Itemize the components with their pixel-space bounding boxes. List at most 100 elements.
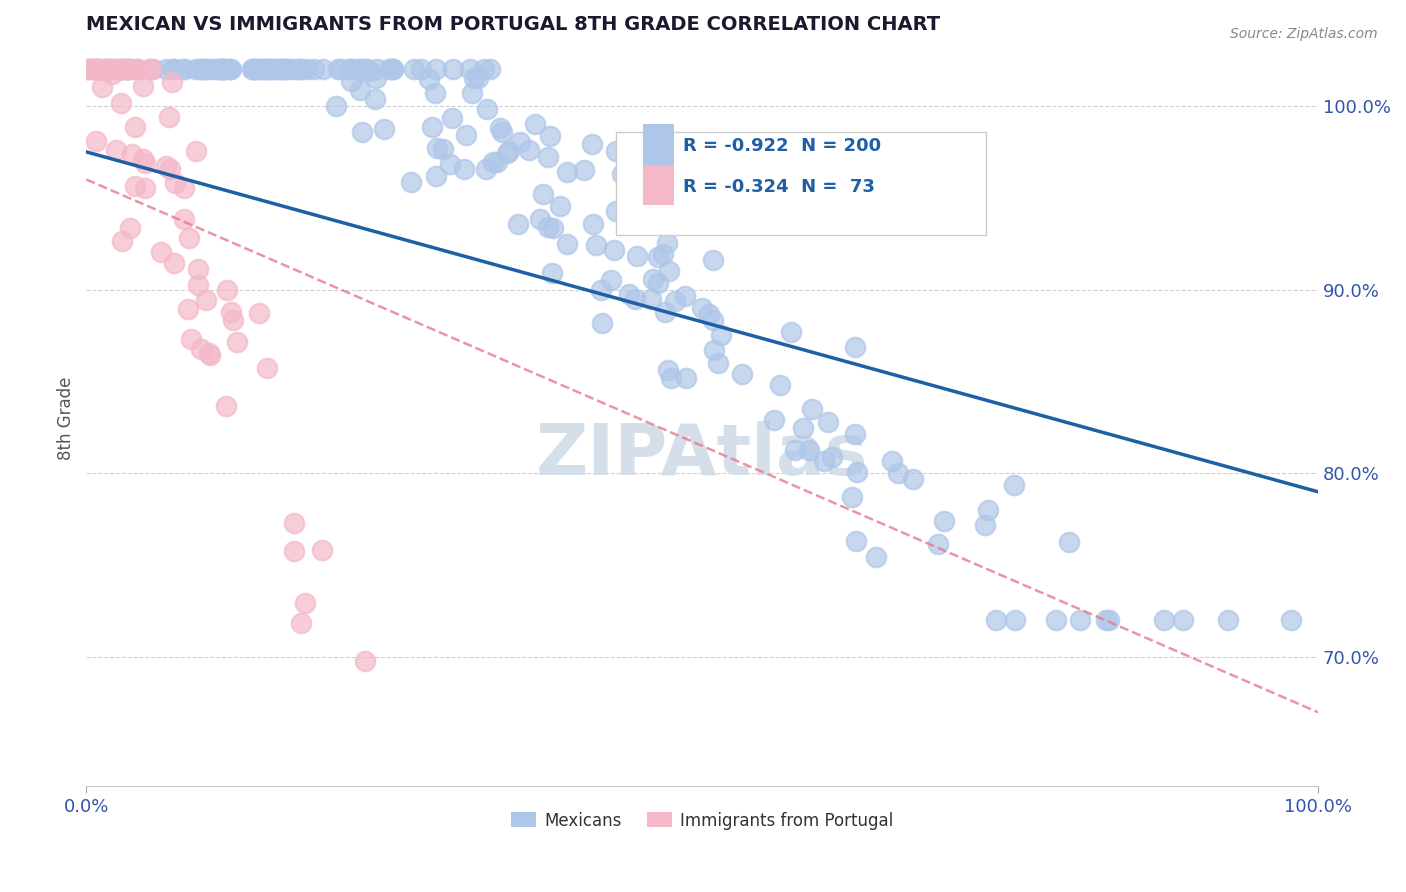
Point xyxy=(177,301,200,316)
Point xyxy=(489,121,512,136)
Point xyxy=(155,62,177,77)
Point xyxy=(276,62,298,77)
Point xyxy=(91,79,114,94)
Point xyxy=(247,306,270,320)
Point xyxy=(291,62,314,77)
Point xyxy=(89,62,111,77)
Point xyxy=(605,203,627,218)
Point xyxy=(170,62,193,77)
Point xyxy=(160,75,183,89)
Point xyxy=(402,62,425,77)
Point xyxy=(212,62,235,77)
Point xyxy=(382,62,405,77)
Point xyxy=(194,62,217,77)
Point xyxy=(976,502,998,516)
Point xyxy=(541,266,564,280)
Point xyxy=(343,62,366,77)
Point xyxy=(283,544,305,558)
Point xyxy=(420,120,443,134)
Point xyxy=(974,517,997,532)
Point xyxy=(1279,614,1302,628)
Point xyxy=(131,152,153,166)
Point xyxy=(710,327,733,342)
Point xyxy=(523,117,546,131)
Point xyxy=(472,62,495,77)
Point xyxy=(84,62,107,77)
Point xyxy=(215,399,238,413)
Point xyxy=(605,144,627,158)
Point xyxy=(654,304,676,318)
Point xyxy=(763,413,786,427)
Point xyxy=(256,361,278,376)
Point xyxy=(110,234,132,248)
Point xyxy=(817,415,839,429)
Point xyxy=(162,62,184,77)
FancyBboxPatch shape xyxy=(643,124,673,165)
Point xyxy=(664,293,686,308)
Point xyxy=(340,62,363,77)
Point xyxy=(339,62,361,77)
Text: ZIPAtlas: ZIPAtlas xyxy=(536,420,869,490)
Legend: Mexicans, Immigrants from Portugal: Mexicans, Immigrants from Portugal xyxy=(505,805,900,836)
Point xyxy=(326,62,349,77)
Point xyxy=(329,62,352,77)
Point xyxy=(157,110,180,124)
Point xyxy=(880,454,903,468)
Point xyxy=(98,62,121,77)
Text: R = -0.922  N = 200: R = -0.922 N = 200 xyxy=(682,137,880,155)
Point xyxy=(204,62,226,77)
Point xyxy=(366,62,388,77)
Point xyxy=(475,161,498,176)
Point xyxy=(288,62,311,77)
Point xyxy=(84,62,107,77)
Point xyxy=(254,62,277,77)
Point xyxy=(425,86,447,100)
Point xyxy=(1095,614,1118,628)
Point xyxy=(110,62,132,77)
Point xyxy=(659,371,682,385)
Point xyxy=(100,62,122,77)
Point xyxy=(352,62,374,77)
Point xyxy=(1004,614,1026,628)
Point xyxy=(354,654,377,668)
Point xyxy=(79,62,101,77)
Point xyxy=(83,62,105,77)
Point xyxy=(1171,614,1194,628)
Point xyxy=(517,144,540,158)
Point xyxy=(173,212,195,227)
Point xyxy=(190,62,212,77)
Point xyxy=(225,334,247,349)
Point xyxy=(658,264,681,278)
Point xyxy=(124,178,146,193)
Point xyxy=(555,236,578,251)
Point xyxy=(865,550,887,565)
Point xyxy=(792,421,814,435)
Point xyxy=(100,62,122,77)
Point xyxy=(495,146,517,161)
Point xyxy=(673,289,696,303)
Point xyxy=(295,62,318,77)
Point xyxy=(120,220,142,235)
Point xyxy=(108,62,131,77)
Point xyxy=(643,271,665,285)
Point xyxy=(184,62,207,77)
Point xyxy=(163,256,186,270)
Point xyxy=(821,450,844,465)
Point xyxy=(1045,614,1067,628)
Point xyxy=(352,62,374,77)
Point xyxy=(418,72,440,87)
Point xyxy=(647,276,669,290)
Point xyxy=(107,62,129,77)
Point xyxy=(187,261,209,276)
Point xyxy=(76,62,98,77)
Point xyxy=(173,181,195,195)
Point xyxy=(572,162,595,177)
Point xyxy=(425,62,447,77)
Point xyxy=(93,62,115,77)
Point xyxy=(134,181,156,195)
Point xyxy=(467,70,489,85)
Point xyxy=(541,221,564,235)
Point xyxy=(201,62,224,77)
Point xyxy=(366,70,388,85)
Point xyxy=(325,99,347,113)
